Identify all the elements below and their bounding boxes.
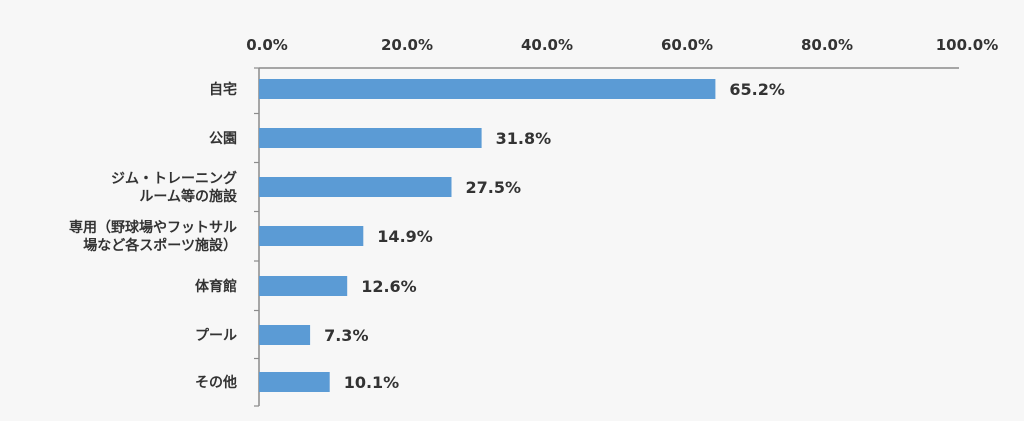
bar: [259, 226, 364, 246]
x-tick-label: 20.0%: [381, 36, 433, 54]
category-label: 専用（野球場やフットサル: [69, 219, 237, 236]
data-label: 14.9%: [377, 227, 433, 246]
bar: [259, 79, 716, 99]
bar-layer: [259, 79, 716, 392]
x-tick-label: 80.0%: [801, 36, 853, 54]
data-label: 7.3%: [324, 326, 368, 345]
category-label: 場など各スポーツ施設）: [83, 237, 237, 254]
data-label: 10.1%: [344, 373, 400, 392]
category-label: ジム・トレーニング: [111, 170, 237, 187]
data-label: 27.5%: [466, 178, 522, 197]
axis-layer: 0.0% 20.0% 40.0% 60.0% 80.0% 100.0%: [246, 36, 998, 407]
category-label: 自宅: [209, 81, 237, 98]
category-label: その他: [195, 374, 237, 391]
category-label: 公園: [209, 131, 237, 147]
data-label: 31.8%: [496, 129, 552, 148]
bar: [259, 177, 452, 197]
category-label: ルーム等の施設: [139, 188, 238, 205]
data-label: 12.6%: [361, 277, 417, 296]
data-label: 65.2%: [729, 80, 785, 99]
category-label: プール: [195, 328, 237, 344]
x-tick-label: 100.0%: [936, 36, 998, 54]
bar: [259, 372, 330, 392]
x-tick-label: 60.0%: [661, 36, 713, 54]
category-label: 体育館: [195, 278, 237, 295]
bar: [259, 325, 311, 345]
bar: [259, 276, 348, 296]
x-tick-label: 0.0%: [246, 36, 288, 54]
bar: [259, 128, 482, 148]
x-tick-label: 40.0%: [521, 36, 573, 54]
